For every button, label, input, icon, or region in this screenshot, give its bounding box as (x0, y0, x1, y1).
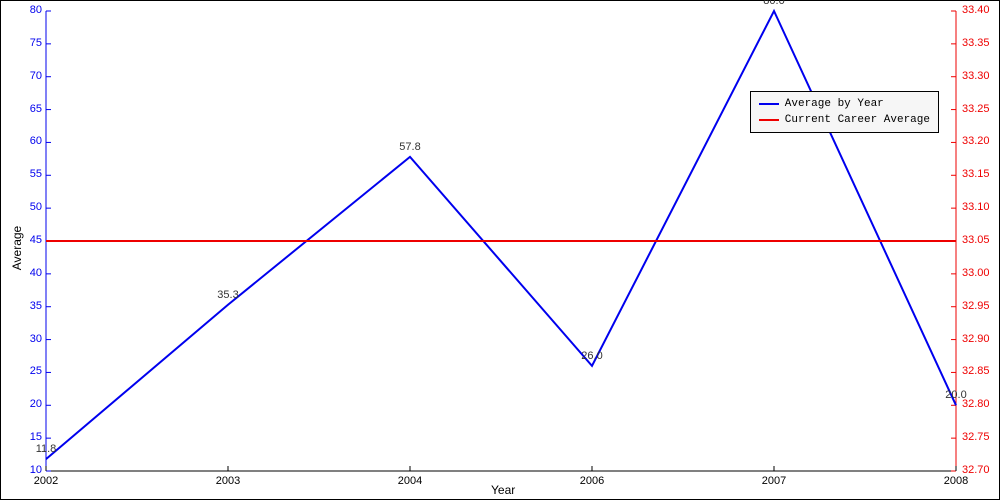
y-left-tick-label: 65 (16, 103, 42, 115)
data-point-label: 35.3 (217, 289, 238, 301)
y-right-tick-label: 32.75 (962, 431, 990, 443)
chart-container: Average Year Average by YearCurrent Care… (0, 0, 1000, 500)
y-right-tick-label: 33.10 (962, 201, 990, 213)
legend-item: Current Career Average (759, 112, 930, 128)
legend: Average by YearCurrent Career Average (750, 91, 939, 133)
y-left-tick-label: 60 (16, 135, 42, 147)
legend-swatch (759, 119, 779, 121)
y-left-tick-label: 20 (16, 398, 42, 410)
data-point-label: 57.8 (399, 141, 420, 153)
x-axis-label: Year (491, 483, 515, 497)
y-left-tick-label: 55 (16, 168, 42, 180)
y-left-tick-label: 45 (16, 234, 42, 246)
legend-label: Current Career Average (785, 112, 930, 128)
data-point-label: 11.8 (36, 443, 57, 455)
y-right-tick-label: 32.95 (962, 300, 990, 312)
legend-swatch (759, 103, 779, 105)
y-right-tick-label: 33.05 (962, 234, 990, 246)
y-right-tick-label: 32.90 (962, 333, 990, 345)
data-point-label: 26.0 (581, 350, 602, 362)
legend-item: Average by Year (759, 96, 930, 112)
y-right-tick-label: 33.40 (962, 4, 990, 16)
y-right-tick-label: 32.85 (962, 365, 990, 377)
legend-label: Average by Year (785, 96, 884, 112)
y-left-tick-label: 50 (16, 201, 42, 213)
y-right-tick-label: 33.20 (962, 135, 990, 147)
y-right-tick-label: 33.35 (962, 37, 990, 49)
y-right-tick-label: 33.30 (962, 70, 990, 82)
y-left-tick-label: 15 (16, 431, 42, 443)
y-right-tick-label: 33.15 (962, 168, 990, 180)
x-tick-label: 2007 (754, 475, 794, 487)
x-tick-label: 2002 (26, 475, 66, 487)
x-tick-label: 2006 (572, 475, 612, 487)
data-point-label: 80.0 (763, 0, 784, 7)
y-left-tick-label: 70 (16, 70, 42, 82)
y-right-tick-label: 33.25 (962, 103, 990, 115)
y-left-tick-label: 30 (16, 333, 42, 345)
x-tick-label: 2008 (936, 475, 976, 487)
y-left-tick-label: 40 (16, 267, 42, 279)
y-left-tick-label: 35 (16, 300, 42, 312)
y-axis-left-label: Average (10, 226, 24, 270)
y-left-tick-label: 80 (16, 4, 42, 16)
y-right-tick-label: 33.00 (962, 267, 990, 279)
data-point-label: 20.0 (945, 389, 966, 401)
x-tick-label: 2003 (208, 475, 248, 487)
y-left-tick-label: 25 (16, 365, 42, 377)
chart-svg (1, 1, 1000, 501)
y-left-tick-label: 75 (16, 37, 42, 49)
x-tick-label: 2004 (390, 475, 430, 487)
